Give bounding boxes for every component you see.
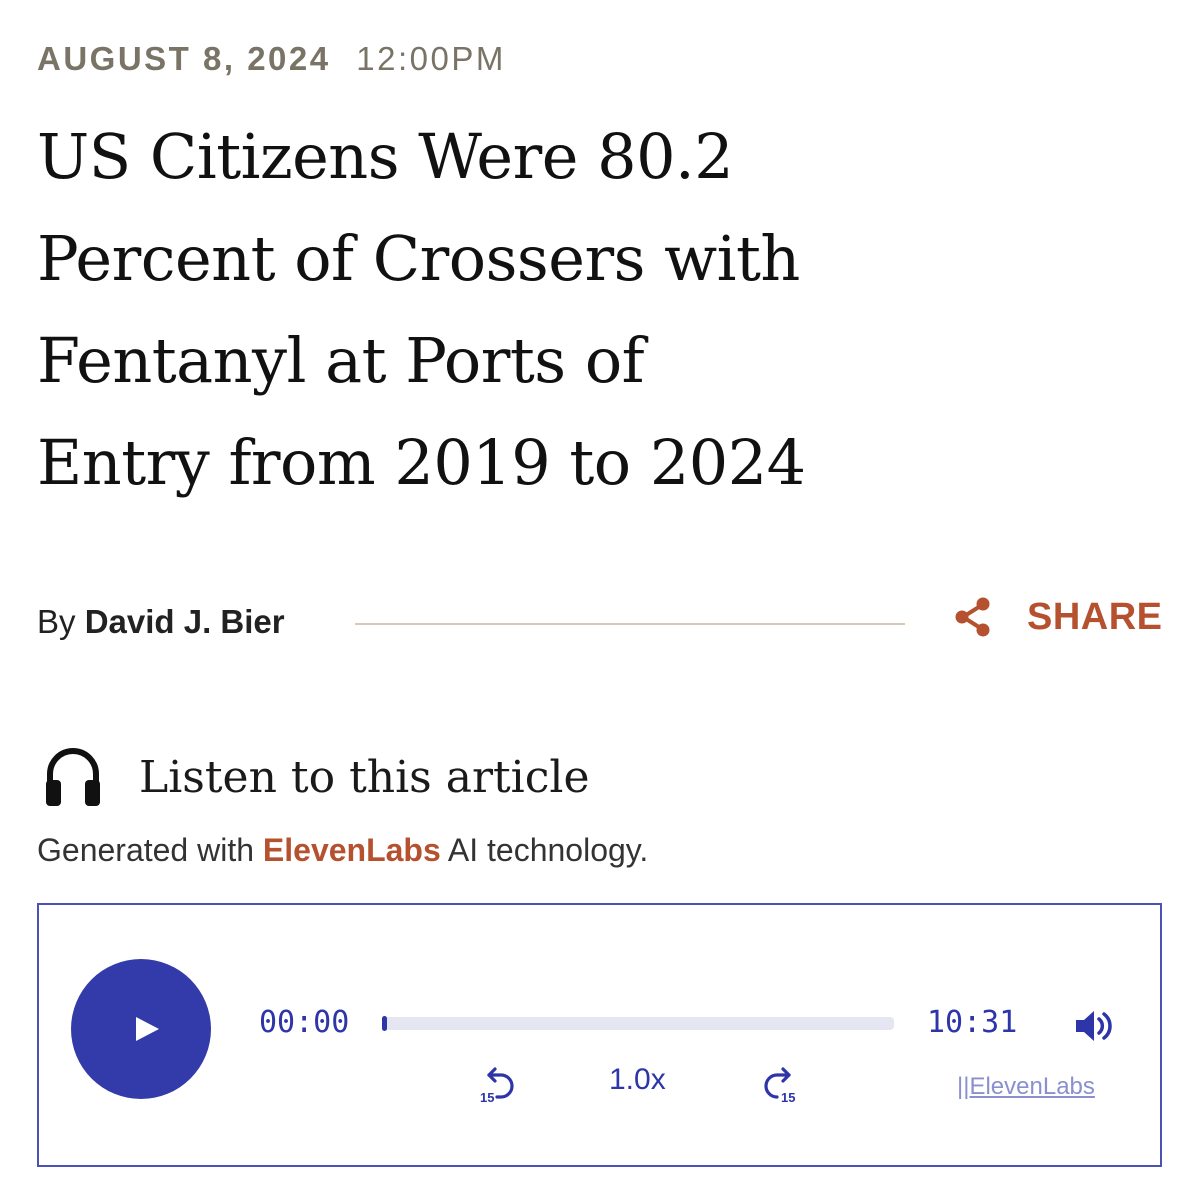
byline-prefix: By xyxy=(37,603,76,640)
title-line: Fentanyl at Ports of xyxy=(37,324,645,397)
progress-fill xyxy=(382,1016,388,1031)
title-line: US Citizens Were 80.2 xyxy=(37,120,734,193)
audio-player: 00:00 10:31 15 1.0x 15 ||ElevenLabs xyxy=(37,903,1162,1167)
play-icon xyxy=(136,1017,159,1041)
byline: By David J. Bier xyxy=(37,603,285,641)
share-button[interactable]: SHARE xyxy=(952,592,1163,642)
headphones-icon xyxy=(46,748,100,806)
listen-label: Listen to this article xyxy=(139,751,590,803)
total-time: 10:31 xyxy=(927,1005,1018,1040)
publish-date: AUGUST 8, 2024 xyxy=(37,40,331,77)
play-button[interactable] xyxy=(71,959,211,1099)
title-line: Entry from 2019 to 2024 xyxy=(37,426,806,499)
generated-prefix: Generated with xyxy=(37,832,255,868)
elevenlabs-link[interactable]: ||ElevenLabs xyxy=(957,1073,1095,1100)
playback-speed-button[interactable]: 1.0x xyxy=(609,1063,666,1096)
listen-heading: Listen to this article xyxy=(44,746,590,808)
rewind-seconds: 15 xyxy=(480,1090,494,1105)
forward-15-button[interactable]: 15 xyxy=(761,1065,801,1105)
volume-icon[interactable] xyxy=(1074,1008,1114,1044)
forward-seconds: 15 xyxy=(781,1090,795,1105)
share-icon xyxy=(955,597,990,637)
progress-bar[interactable] xyxy=(382,1016,894,1031)
rewind-15-button[interactable]: 15 xyxy=(477,1065,517,1105)
generated-note: Generated with ElevenLabs AI technology. xyxy=(37,832,648,869)
dateline: AUGUST 8, 2024 12:00PM xyxy=(37,40,506,78)
article-title: US Citizens Were 80.2 Percent of Crosser… xyxy=(37,106,1037,514)
current-time: 00:00 xyxy=(259,1005,350,1040)
elevenlabs-brand: ElevenLabs xyxy=(262,832,441,868)
author-link[interactable]: David J. Bier xyxy=(84,603,285,640)
title-line: Percent of Crossers with xyxy=(37,222,800,295)
publish-time: 12:00PM xyxy=(356,40,506,77)
share-label: SHARE xyxy=(1027,595,1163,638)
generated-suffix: AI technology. xyxy=(447,832,649,868)
byline-divider xyxy=(355,623,905,625)
